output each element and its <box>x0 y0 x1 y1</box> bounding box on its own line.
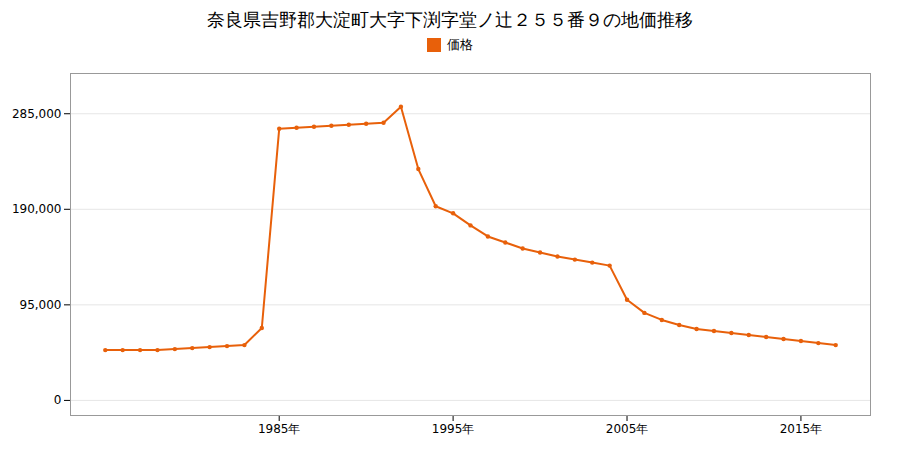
svg-text:1995年: 1995年 <box>432 422 475 436</box>
svg-text:2015年: 2015年 <box>780 422 823 436</box>
svg-text:0: 0 <box>54 393 62 407</box>
svg-text:285,000: 285,000 <box>12 107 62 121</box>
html-text:奈良県吉野郡大淀町大字下渕字堂ノ辻２５５番９の地価推移: 奈良県吉野郡大淀町大字下渕字堂ノ辻２５５番９の地価推移 <box>207 9 693 30</box>
svg-text:1985年: 1985年 <box>258 422 301 436</box>
svg-text:190,000: 190,000 <box>12 202 62 216</box>
svg-text:2005年: 2005年 <box>606 422 649 436</box>
html-text:価格: 価格 <box>447 37 473 52</box>
svg-text:95,000: 95,000 <box>20 298 62 312</box>
